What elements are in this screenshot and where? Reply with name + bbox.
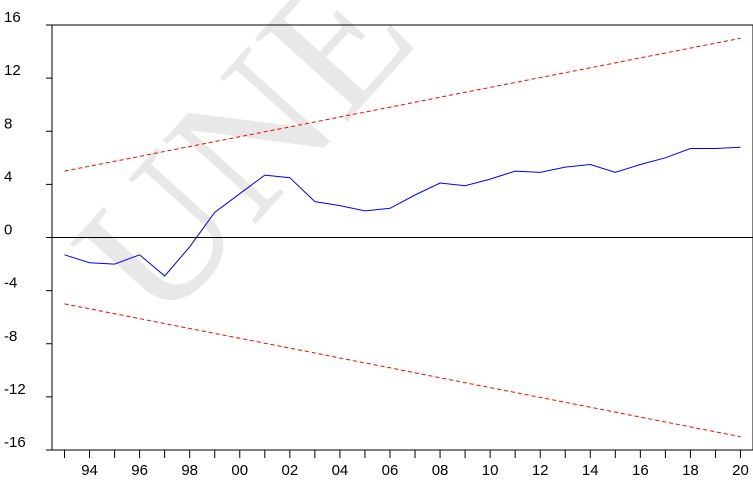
x-tick-label: 20 <box>732 462 749 479</box>
series-group <box>64 37 741 438</box>
series-line-1 <box>64 146 741 277</box>
x-tick-label: 10 <box>482 462 499 479</box>
y-tick-label: -16 <box>4 434 26 451</box>
x-tick-label: 06 <box>382 462 399 479</box>
y-axis: 16 12 8 4 0 -4 -8 -12 -16 <box>4 9 52 451</box>
x-tick-label: 98 <box>181 462 198 479</box>
y-tick-label: 16 <box>4 9 21 26</box>
y-tick-label: -12 <box>4 381 26 398</box>
y-tick-label: 0 <box>4 222 12 239</box>
x-axis: 94 96 98 00 02 04 06 08 10 12 14 16 18 20 <box>64 450 749 479</box>
x-tick-label: 12 <box>532 462 549 479</box>
x-tick-label: 04 <box>332 462 349 479</box>
y-tick-label: 12 <box>4 62 21 79</box>
x-tick-label: 18 <box>682 462 699 479</box>
watermark-text: UNE <box>35 0 452 358</box>
x-tick-label: 96 <box>131 462 148 479</box>
y-tick-label: -4 <box>4 275 17 292</box>
y-tick-label: 8 <box>4 115 12 132</box>
watermark: UNE <box>35 0 452 358</box>
x-tick-label: 08 <box>432 462 449 479</box>
x-tick-label: 94 <box>81 462 98 479</box>
x-tick-label: 02 <box>281 462 298 479</box>
x-tick-label: 00 <box>231 462 248 479</box>
x-tick-label: 14 <box>582 462 599 479</box>
x-tick-label: 16 <box>632 462 649 479</box>
series-line-3 <box>64 303 741 438</box>
series-line-2 <box>64 37 741 172</box>
y-tick-label: -8 <box>4 328 17 345</box>
y-tick-label: 4 <box>4 168 12 185</box>
